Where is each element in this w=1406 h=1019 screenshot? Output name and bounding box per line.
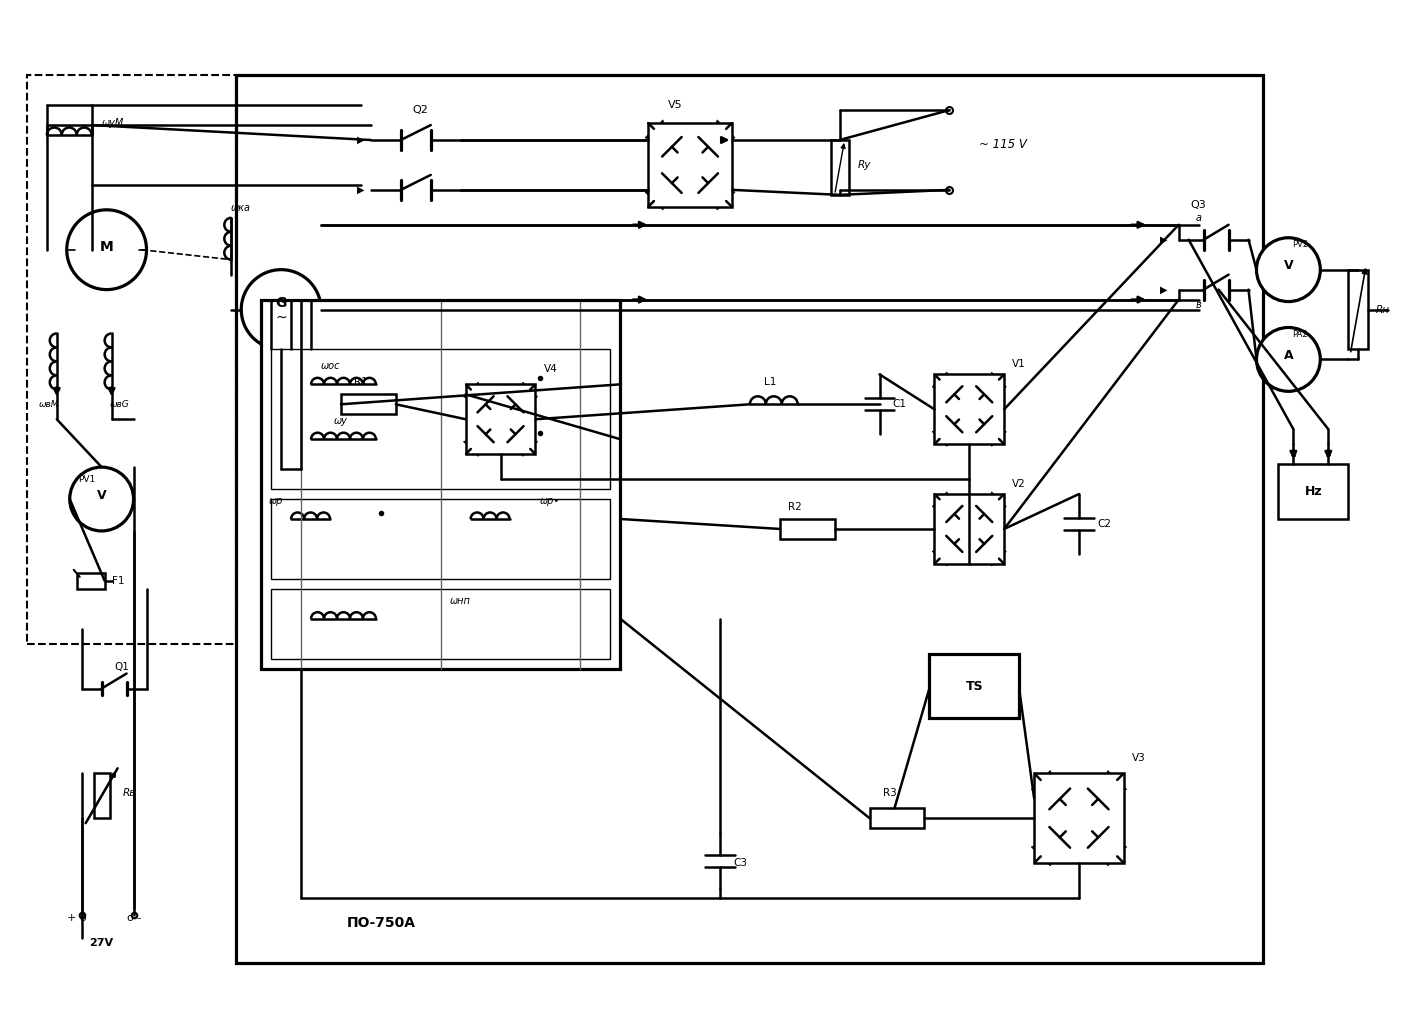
Polygon shape	[984, 372, 1007, 394]
Text: Q1: Q1	[114, 661, 129, 672]
Circle shape	[242, 270, 321, 350]
Text: C2: C2	[1097, 519, 1111, 529]
Text: PV2: PV2	[1292, 240, 1309, 250]
Text: ▶: ▶	[1160, 234, 1167, 245]
Text: Q2: Q2	[413, 105, 429, 115]
Text: PA2: PA2	[1292, 330, 1308, 339]
Polygon shape	[709, 183, 735, 210]
Text: V: V	[1284, 259, 1294, 272]
Bar	[929, 653, 1019, 718]
Text: G: G	[276, 296, 287, 310]
Circle shape	[70, 467, 134, 531]
Polygon shape	[1031, 838, 1060, 866]
Polygon shape	[932, 544, 955, 567]
Text: Hz: Hz	[1305, 485, 1322, 497]
Bar	[780, 519, 835, 539]
Circle shape	[1257, 327, 1320, 391]
Text: ωвG: ωвG	[110, 399, 129, 409]
Text: ωнп: ωнп	[450, 596, 471, 605]
Text: ~: ~	[276, 311, 287, 324]
Polygon shape	[516, 382, 537, 405]
Polygon shape	[645, 120, 672, 147]
Text: Rв: Rв	[122, 789, 136, 798]
Polygon shape	[1031, 770, 1060, 799]
Bar	[831, 140, 849, 195]
Text: TS: TS	[966, 680, 983, 693]
Text: V2: V2	[1012, 479, 1026, 489]
Text: C1: C1	[893, 399, 907, 410]
Text: F1: F1	[112, 576, 125, 586]
Polygon shape	[464, 382, 485, 405]
Polygon shape	[932, 492, 955, 514]
Polygon shape	[984, 544, 1007, 567]
Text: 27V: 27V	[90, 937, 114, 948]
Text: V5: V5	[668, 100, 682, 110]
Text: R3: R3	[883, 789, 897, 798]
Bar	[27, 75, 236, 644]
Text: ωуМ: ωуМ	[101, 118, 124, 128]
Bar	[1278, 464, 1348, 519]
Bar	[94, 773, 110, 818]
Bar	[262, 300, 620, 668]
Text: C3: C3	[733, 858, 747, 868]
Text: ωу: ωу	[335, 416, 347, 426]
Bar	[869, 808, 924, 828]
Text: R1: R1	[354, 377, 368, 387]
Text: PV1: PV1	[79, 475, 96, 484]
Polygon shape	[464, 434, 485, 457]
Text: Rу: Rу	[858, 160, 872, 170]
Bar	[648, 122, 733, 207]
Polygon shape	[984, 424, 1007, 446]
Text: ωвМ: ωвМ	[38, 399, 59, 409]
Polygon shape	[932, 372, 955, 394]
Text: Q3: Q3	[1191, 200, 1206, 210]
Text: L1: L1	[763, 377, 776, 387]
Polygon shape	[1098, 838, 1126, 866]
Text: ωка: ωка	[231, 203, 252, 213]
Text: ωос: ωос	[321, 362, 340, 371]
Text: ~ 115 V: ~ 115 V	[979, 139, 1028, 152]
Text: ωр•: ωр•	[540, 496, 561, 506]
Bar	[935, 374, 1004, 444]
Bar	[935, 494, 1004, 564]
Polygon shape	[645, 183, 672, 210]
Text: ПО-750А: ПО-750А	[346, 916, 415, 930]
Text: A: A	[1284, 348, 1294, 362]
Circle shape	[1257, 237, 1320, 302]
Bar	[271, 499, 610, 579]
Text: a: a	[1195, 213, 1202, 223]
Bar	[342, 394, 396, 415]
Text: ▶: ▶	[357, 184, 364, 195]
Bar	[77, 573, 104, 589]
Text: V3: V3	[1132, 753, 1146, 763]
Bar	[271, 589, 610, 658]
Bar	[236, 75, 1264, 963]
Text: Rн: Rн	[1376, 305, 1391, 315]
Text: + o: + o	[66, 913, 86, 923]
Text: V4: V4	[544, 365, 557, 374]
Text: V1: V1	[1012, 360, 1026, 370]
Text: ▶: ▶	[357, 135, 364, 145]
Polygon shape	[1098, 770, 1126, 799]
Bar	[1033, 773, 1123, 863]
Bar	[271, 350, 610, 489]
Polygon shape	[932, 424, 955, 446]
Text: в: в	[1326, 449, 1331, 460]
Text: ωр: ωр	[269, 496, 284, 506]
Bar	[465, 384, 536, 454]
Text: V: V	[97, 488, 107, 501]
Text: ▶: ▶	[1160, 284, 1167, 294]
Bar	[1348, 270, 1368, 350]
Text: R2: R2	[787, 502, 801, 512]
Polygon shape	[516, 434, 537, 457]
Polygon shape	[984, 492, 1007, 514]
Text: o -: o -	[127, 913, 141, 923]
Polygon shape	[709, 120, 735, 147]
Text: a: a	[1291, 449, 1296, 460]
Text: в: в	[1195, 300, 1202, 310]
Text: M: M	[100, 239, 114, 254]
Circle shape	[66, 210, 146, 289]
